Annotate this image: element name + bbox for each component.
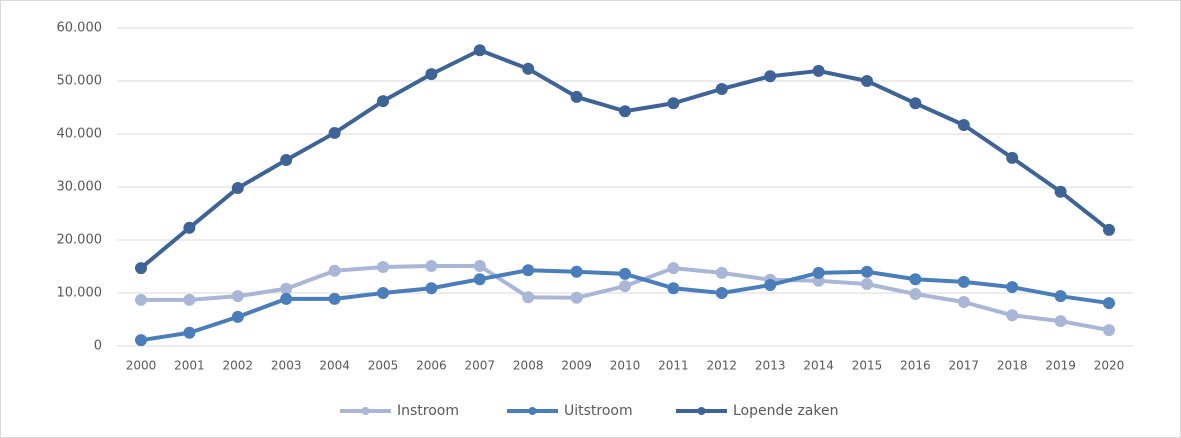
data-point [377,261,389,274]
data-point [619,280,631,293]
data-point [909,288,922,301]
data-point [183,221,196,234]
x-tick-label: 2009 [561,359,592,373]
data-point [812,266,825,279]
data-point [280,292,293,305]
data-point [861,277,873,290]
y-tick-label: 60.000 [57,21,103,36]
data-point [957,118,970,131]
y-tick-label: 30.000 [57,180,103,195]
data-point [715,287,728,299]
x-tick-label: 2013 [755,359,786,373]
data-point [957,296,970,309]
x-tick-label: 2003 [271,359,302,373]
data-point [1103,223,1115,236]
data-point [570,90,583,103]
data-point [957,275,970,288]
data-point [377,287,389,299]
data-point [231,290,244,303]
data-point [1054,290,1067,303]
data-point [861,265,873,278]
legend-label: Uitstroom [564,403,633,419]
data-point [1103,297,1115,310]
data-point [1054,185,1067,198]
data-point [377,95,389,108]
y-tick-label: 40.000 [57,127,103,142]
data-point [764,70,777,83]
data-point [522,62,535,75]
data-point [619,105,631,118]
y-tick-label: 20.000 [57,233,103,248]
data-point [1006,281,1019,294]
data-point [183,326,196,339]
legend-label: Lopende zaken [733,403,838,419]
data-point [425,68,438,81]
data-point [570,265,583,278]
data-point [667,97,680,110]
x-tick-label: 2020 [1094,359,1125,373]
x-tick-label: 2007 [465,359,496,373]
data-point [570,291,583,304]
x-tick-label: 2006 [416,359,447,373]
data-point [135,334,147,347]
data-point [473,44,486,57]
x-tick-label: 2004 [319,359,350,373]
data-point [473,273,486,286]
data-point [619,267,631,280]
y-tick-label: 10.000 [57,286,103,301]
data-point [231,310,244,323]
data-point [135,262,147,275]
data-point [183,293,196,306]
data-point [861,75,873,87]
data-point [425,282,438,295]
data-point [812,64,825,77]
legend-marker [528,407,537,415]
data-point [1054,315,1067,328]
data-point [1006,309,1019,322]
data-point [473,259,486,272]
data-point [328,264,341,277]
x-tick-label: 2015 [852,359,883,373]
data-point [280,153,293,166]
x-tick-label: 2002 [223,359,254,373]
y-tick-label: 0 [94,339,102,354]
data-point [667,262,680,275]
data-point [135,293,147,306]
x-tick-label: 2019 [1045,359,1076,373]
x-tick-label: 2012 [707,359,738,373]
x-tick-label: 2018 [997,359,1028,373]
x-tick-label: 2016 [900,359,931,373]
data-point [522,264,535,277]
data-point [280,282,293,295]
data-point [1006,151,1019,164]
data-point [328,292,341,305]
x-tick-label: 2005 [368,359,399,373]
data-point [231,182,244,195]
x-tick-label: 2014 [803,359,834,373]
x-tick-label: 2011 [658,359,689,373]
x-tick-label: 2010 [610,359,641,373]
x-tick-label: 2001 [174,359,205,373]
data-point [667,282,680,295]
legend-label: Instroom [397,403,459,419]
y-tick-label: 50.000 [57,74,103,89]
data-point [522,291,535,304]
x-tick-label: 2000 [126,359,157,373]
data-point [425,259,438,272]
x-tick-label: 2008 [513,359,544,373]
data-point [328,126,341,139]
data-point [909,273,922,286]
data-point [909,97,922,110]
legend-marker [697,407,706,415]
data-point [764,279,777,292]
legend-marker [361,407,370,415]
data-point [715,266,728,279]
data-point [1103,324,1115,337]
data-point [715,82,728,95]
x-tick-label: 2017 [949,359,980,373]
